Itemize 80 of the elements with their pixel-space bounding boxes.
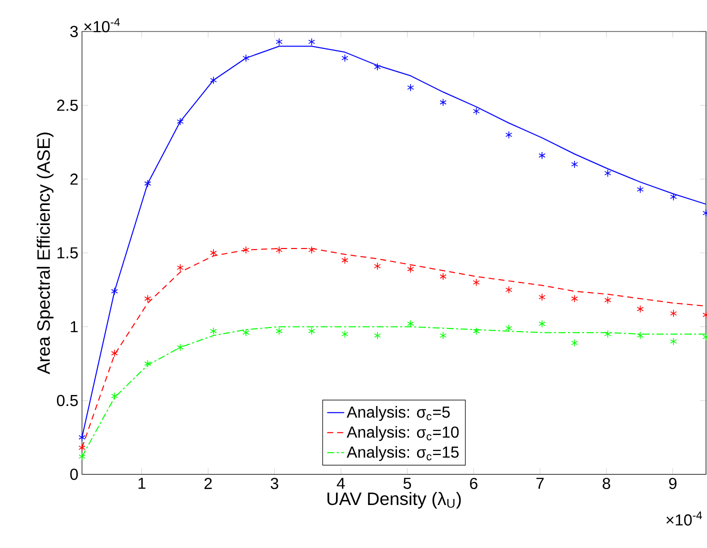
point (341, 54, 348, 62)
point (308, 38, 316, 46)
point (604, 296, 612, 304)
point (111, 287, 118, 296)
point (144, 360, 152, 368)
point (472, 107, 480, 116)
point (308, 246, 316, 254)
point (670, 338, 677, 346)
legend-label: Analysis: σ$_{c}$=5 (346, 406, 450, 421)
y-tick-label: 2 (70, 174, 78, 185)
point (407, 265, 414, 274)
point (374, 332, 381, 340)
point (111, 349, 118, 358)
point (341, 256, 348, 264)
x-tick-label: 2 (204, 478, 212, 489)
point (636, 186, 644, 194)
point (374, 63, 381, 71)
point (505, 130, 512, 139)
point (176, 264, 184, 272)
point (670, 192, 677, 201)
x-tick-label: 7 (536, 478, 544, 489)
point (636, 305, 644, 313)
point (440, 272, 447, 280)
point (670, 310, 677, 318)
point (407, 84, 414, 92)
y-tick-label: 2.5 (57, 100, 78, 111)
point (407, 320, 414, 328)
x-tick-label: 1 (138, 478, 146, 489)
x-tick-label: 3 (270, 478, 278, 490)
point (276, 38, 283, 46)
point (538, 320, 546, 328)
x-axis-title: UAV Density (λ$_{U}$) (328, 492, 461, 509)
point (210, 76, 217, 84)
point (505, 324, 512, 332)
point (111, 392, 118, 400)
point (538, 152, 546, 160)
y-axis-title: Area Spectral Efficiency (ASE) (36, 132, 54, 374)
point (276, 327, 283, 336)
point (210, 327, 217, 336)
point (472, 327, 480, 336)
point (242, 54, 250, 62)
legend-label: Analysis: σ$_{c}$=10 (346, 426, 459, 441)
point (176, 118, 184, 126)
point (472, 278, 480, 286)
y-tick-label: 0 (70, 468, 78, 480)
point (571, 339, 578, 347)
point (505, 286, 512, 294)
x-tick-label: 5 (403, 478, 412, 489)
y-tick-label: 1.5 (58, 247, 78, 258)
point (78, 434, 86, 442)
point (276, 246, 283, 254)
point (571, 294, 578, 303)
point (210, 249, 217, 257)
x-tick-label: 4 (336, 478, 345, 489)
point (78, 444, 86, 452)
point (374, 262, 381, 270)
point (176, 343, 184, 352)
point (144, 294, 152, 303)
y-tick-label: 0.5 (56, 394, 78, 406)
point (78, 452, 86, 460)
text: ×10$^{-4}$ (666, 512, 702, 526)
point (440, 98, 447, 106)
x-tick-label: 9 (669, 478, 676, 490)
point (538, 293, 546, 302)
point (144, 180, 152, 188)
x-tick-label: 6 (470, 478, 478, 490)
annotation: ×10$^{-4}$ (84, 18, 120, 32)
y-tick-label: 1 (70, 321, 78, 332)
y-tick-label: 3 (70, 26, 78, 38)
x-tick-label: 8 (602, 478, 610, 490)
point (341, 330, 348, 338)
point (604, 330, 612, 338)
point (571, 160, 578, 168)
point (604, 169, 612, 178)
legend-label: Analysis: σ$_{c}$=15 (346, 446, 459, 461)
point (242, 328, 250, 336)
point (308, 327, 316, 336)
point (440, 332, 447, 340)
point (636, 332, 644, 340)
point (242, 246, 250, 254)
